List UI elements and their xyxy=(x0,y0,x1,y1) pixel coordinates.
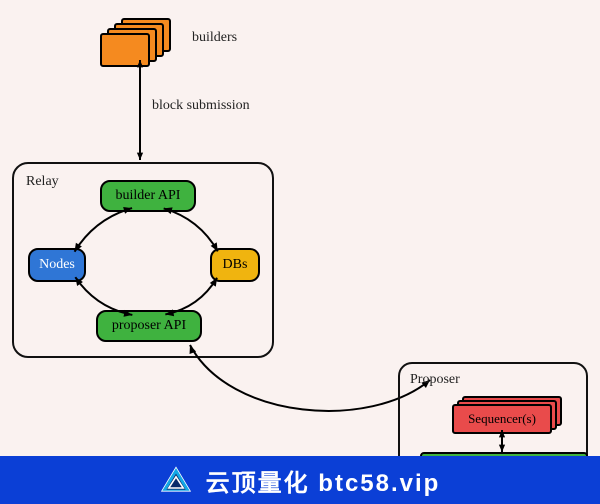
block-submission-label: block submission xyxy=(152,98,250,114)
builders-stack xyxy=(100,18,171,67)
node-label: Nodes xyxy=(39,257,75,273)
banner-text: 云顶量化 btc58.vip xyxy=(206,463,441,498)
proposer-label: Proposer xyxy=(410,372,460,388)
node-dbs: DBs xyxy=(210,248,260,282)
node-label: DBs xyxy=(223,257,248,273)
sequencer-stack: Sequencer(s) xyxy=(452,396,562,434)
node-proposer-api: proposer API xyxy=(96,310,202,342)
relay-label: Relay xyxy=(26,174,59,190)
node-nodes: Nodes xyxy=(28,248,86,282)
node-label: builder API xyxy=(116,188,181,204)
node-builder-api: builder API xyxy=(100,180,196,212)
builders-label: builders xyxy=(192,30,237,46)
watermark-banner: 云顶量化 btc58.vip xyxy=(0,456,600,504)
banner-logo-icon xyxy=(160,464,192,496)
node-label: proposer API xyxy=(112,318,186,334)
